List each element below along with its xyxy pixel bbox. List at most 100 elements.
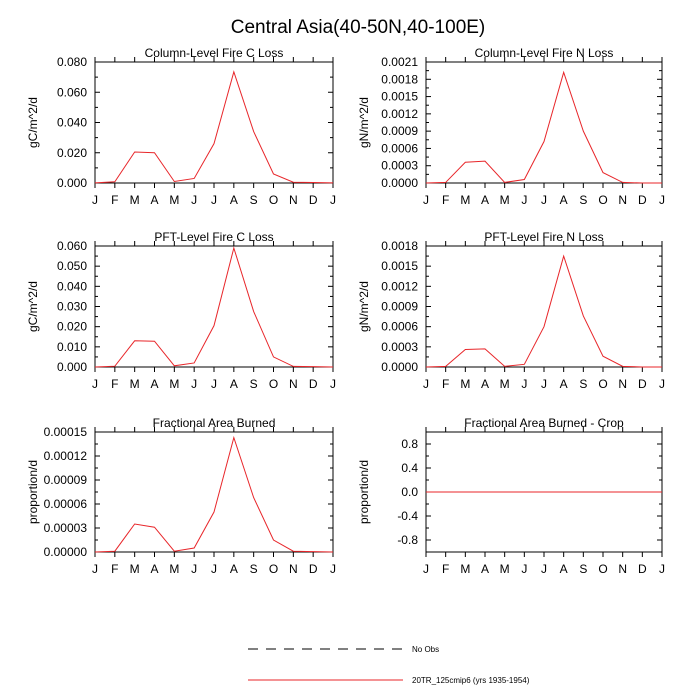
x-tick-label: F <box>111 562 118 576</box>
y-tick-label: 0.00006 <box>44 497 88 511</box>
panel-title: PFT-Level Fire N Loss <box>484 230 603 244</box>
panel-title: Fractional Area Burned <box>153 416 276 430</box>
y-axis-label: gC/m^2/d <box>26 281 40 332</box>
y-tick-label: 0.4 <box>401 461 418 475</box>
y-tick-label: 0.0003 <box>381 340 418 354</box>
plot-frame <box>94 61 334 184</box>
plot-frame <box>94 245 334 368</box>
y-tick-label: 0.00015 <box>44 425 88 439</box>
series-line <box>94 435 334 553</box>
y-tick-label: 0.050 <box>57 259 87 273</box>
y-tick-label: 0.8 <box>401 437 418 451</box>
y-tick-label: 0.0009 <box>381 124 418 138</box>
x-tick-label: M <box>460 193 470 207</box>
x-tick-label: S <box>579 377 587 391</box>
y-tick-label: 0.000 <box>57 176 87 190</box>
x-tick-label: A <box>230 562 238 576</box>
x-tick-label: A <box>150 562 158 576</box>
x-tick-label: O <box>269 377 278 391</box>
x-tick-label: J <box>541 562 547 576</box>
x-tick-label: J <box>211 193 217 207</box>
x-tick-label: F <box>111 377 118 391</box>
x-tick-label: O <box>598 193 607 207</box>
x-tick-label: N <box>618 562 627 576</box>
x-tick-label: F <box>442 193 449 207</box>
panel-title: PFT-Level Fire C Loss <box>154 230 273 244</box>
x-tick-label: N <box>618 377 627 391</box>
y-tick-label: 0.00012 <box>44 449 88 463</box>
series-line <box>94 246 334 368</box>
x-tick-label: A <box>150 193 158 207</box>
y-tick-label: 0.020 <box>57 146 87 160</box>
y-tick-label: -0.8 <box>397 533 418 547</box>
x-tick-label: D <box>638 193 647 207</box>
x-tick-label: J <box>659 193 665 207</box>
y-tick-label: 0.0006 <box>381 141 418 155</box>
y-axis-label: gN/m^2/d <box>357 281 371 332</box>
x-tick-label: A <box>560 377 568 391</box>
y-tick-label: 0.0012 <box>381 107 418 121</box>
y-tick-label: 0.0012 <box>381 279 418 293</box>
y-tick-label: 0.040 <box>57 279 87 293</box>
x-tick-label: J <box>92 562 98 576</box>
y-tick-label: 0.010 <box>57 340 87 354</box>
plot-frame <box>94 431 334 553</box>
panel-title: Column-Level Fire N Loss <box>475 46 614 60</box>
y-tick-label: 0.060 <box>57 85 87 99</box>
legend: No Obs 20TR_125cmip6 (yrs 1935-1954) <box>248 645 530 685</box>
x-tick-label: J <box>330 562 336 576</box>
y-axis-label: gC/m^2/d <box>26 97 40 148</box>
y-tick-label: 0.00009 <box>44 473 88 487</box>
x-tick-label: A <box>560 562 568 576</box>
y-tick-label: 0.0000 <box>381 360 418 374</box>
panel-2: Column-Level Fire N Loss gN/m^2/d 0.0000 0.… <box>357 46 665 207</box>
y-tick-label: 0.000 <box>57 360 87 374</box>
x-tick-label: F <box>442 562 449 576</box>
y-tick-label: 0.00000 <box>44 545 88 559</box>
series-line <box>94 70 334 184</box>
x-tick-label: J <box>423 562 429 576</box>
panel-title: Fractional Area Burned - Crop <box>464 416 624 430</box>
chart-panels: Column-Level Fire C Loss gC/m^2/d 0.000 0.0… <box>26 46 665 576</box>
y-tick-label: 0.030 <box>57 300 87 314</box>
x-tick-label: J <box>330 193 336 207</box>
x-tick-label: J <box>423 377 429 391</box>
y-axis-label: gN/m^2/d <box>357 97 371 148</box>
x-tick-label: A <box>481 193 489 207</box>
series-line <box>425 254 662 368</box>
x-tick-label: D <box>309 193 318 207</box>
x-tick-label: M <box>130 562 140 576</box>
x-tick-label: J <box>541 193 547 207</box>
y-tick-label: 0.0003 <box>381 159 418 173</box>
x-tick-label: O <box>269 193 278 207</box>
y-tick-label: 0.0018 <box>381 239 418 253</box>
x-tick-label: N <box>289 193 298 207</box>
y-tick-label: 0.0015 <box>381 90 418 104</box>
x-tick-label: J <box>191 562 197 576</box>
x-tick-label: A <box>150 377 158 391</box>
x-tick-label: F <box>111 193 118 207</box>
y-tick-label: 0.0009 <box>381 300 418 314</box>
x-tick-label: A <box>230 377 238 391</box>
x-tick-label: N <box>289 377 298 391</box>
plot-frame <box>425 61 663 184</box>
y-tick-label: 0.060 <box>57 239 87 253</box>
x-tick-label: M <box>169 562 179 576</box>
x-tick-label: D <box>638 377 647 391</box>
x-tick-label: J <box>423 193 429 207</box>
x-tick-label: J <box>521 193 527 207</box>
x-tick-label: S <box>579 562 587 576</box>
x-tick-label: S <box>250 377 258 391</box>
x-tick-label: J <box>659 377 665 391</box>
x-tick-label: O <box>269 562 278 576</box>
x-tick-label: J <box>92 193 98 207</box>
x-tick-label: J <box>659 562 665 576</box>
x-tick-label: A <box>481 377 489 391</box>
x-tick-label: M <box>169 377 179 391</box>
y-axis-label: proportion/d <box>26 460 40 524</box>
x-tick-label: J <box>211 562 217 576</box>
x-tick-label: N <box>618 193 627 207</box>
panel-title: Column-Level Fire C Loss <box>145 46 284 60</box>
panel-3: PFT-Level Fire C Loss gC/m^2/d 0.000 0.010 0… <box>26 230 336 391</box>
